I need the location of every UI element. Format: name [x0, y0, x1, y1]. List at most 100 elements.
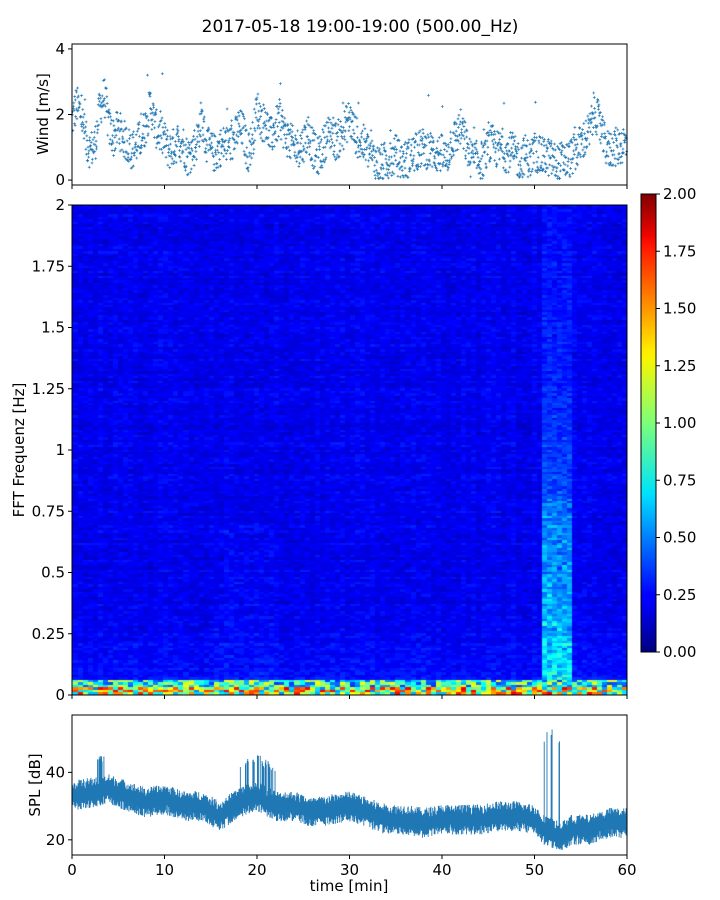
wind-point: [411, 157, 415, 161]
wind-point: [402, 160, 406, 164]
wind-point: [304, 141, 307, 145]
wind-point: [118, 149, 122, 153]
spl-xticks: 0 10 20 30 40 50 60: [67, 855, 637, 879]
wind-point: [365, 146, 369, 149]
wind-point: [215, 148, 219, 152]
wind-point: [611, 163, 615, 167]
wind-point: [85, 139, 89, 142]
wind-point: [109, 115, 112, 119]
wind-point: [472, 142, 476, 146]
wind-point: [114, 133, 118, 137]
wind-point: [180, 138, 184, 142]
wind-point: [447, 166, 450, 170]
wind-point: [419, 162, 423, 165]
colorbar: 0.00 0.25 0.50 0.75 1.00 1.25 1.50 1.75 2.00: [640, 185, 696, 661]
wind-point: [459, 108, 463, 112]
wind-point: [593, 110, 597, 114]
wind-point: [263, 107, 266, 110]
wind-point: [424, 136, 428, 140]
wind-point: [566, 170, 569, 174]
wind-point: [142, 113, 145, 116]
wind-point: [146, 132, 150, 136]
wind-point: [359, 144, 362, 147]
wind-point: [186, 172, 190, 176]
wind-point: [480, 177, 484, 180]
wind-point: [214, 153, 218, 156]
wind-point: [314, 132, 317, 136]
wind-point: [160, 147, 163, 151]
wind-point: [506, 154, 510, 158]
wind-point: [335, 156, 338, 160]
wind-point: [419, 135, 423, 139]
wind-point: [320, 138, 323, 142]
wind-point: [517, 148, 521, 151]
wind-point: [102, 97, 106, 101]
wind-point: [591, 133, 594, 136]
wind-point: [73, 122, 76, 126]
wind-point: [282, 124, 286, 127]
wind-point: [561, 145, 565, 149]
wind-point: [607, 131, 611, 135]
wind-point: [369, 128, 373, 132]
wind-point: [445, 162, 449, 166]
wind-point: [457, 139, 461, 143]
wind-point: [546, 138, 550, 141]
wind-point: [608, 142, 611, 145]
wind-point: [229, 157, 232, 161]
wind-point: [580, 137, 584, 141]
wind-point: [522, 137, 526, 140]
wind-point: [592, 96, 596, 99]
wind-point: [570, 141, 574, 145]
wind-point: [431, 139, 435, 143]
wind-point: [290, 130, 294, 134]
wind-point: [452, 132, 456, 136]
wind-point: [225, 107, 229, 111]
wind-point: [226, 129, 230, 133]
wind-point: [190, 147, 194, 150]
wind-point: [271, 133, 275, 137]
wind-point: [168, 134, 172, 138]
wind-point: [373, 163, 377, 167]
wind-point: [430, 147, 434, 150]
wind-point: [326, 138, 330, 142]
wind-point: [530, 170, 534, 173]
spectrogram-ytick-label: 2: [55, 196, 65, 214]
wind-point: [598, 122, 602, 125]
wind-point: [498, 137, 502, 141]
wind-point: [223, 149, 227, 153]
wind-point: [613, 133, 617, 137]
wind-point: [254, 111, 257, 115]
wind-point: [441, 164, 445, 168]
wind-point: [447, 145, 451, 149]
wind-point: [377, 149, 381, 153]
wind-point: [206, 148, 210, 152]
wind-ytick-label: 2: [55, 106, 65, 124]
wind-point: [80, 94, 83, 97]
wind-point: [323, 136, 327, 139]
wind-point: [487, 131, 491, 134]
wind-point: [530, 149, 533, 153]
wind-point: [389, 129, 392, 132]
wind-point: [575, 146, 578, 150]
wind-point: [575, 142, 579, 146]
wind-point: [559, 169, 562, 173]
wind-point: [504, 171, 508, 174]
wind-point: [370, 149, 374, 153]
wind-point: [92, 136, 96, 139]
wind-point: [405, 142, 409, 145]
wind-point: [316, 170, 319, 173]
wind-point: [318, 135, 322, 138]
wind-point: [297, 165, 301, 168]
wind-point: [311, 164, 314, 167]
wind-point: [399, 156, 403, 160]
wind-point: [362, 123, 366, 127]
wind-point: [102, 99, 106, 102]
wind-point: [330, 126, 334, 130]
wind-point: [244, 154, 248, 158]
wind-point: [301, 128, 305, 132]
wind-point: [111, 119, 115, 123]
wind-point: [530, 142, 534, 146]
wind-point: [571, 149, 575, 153]
wind-point: [98, 99, 101, 103]
